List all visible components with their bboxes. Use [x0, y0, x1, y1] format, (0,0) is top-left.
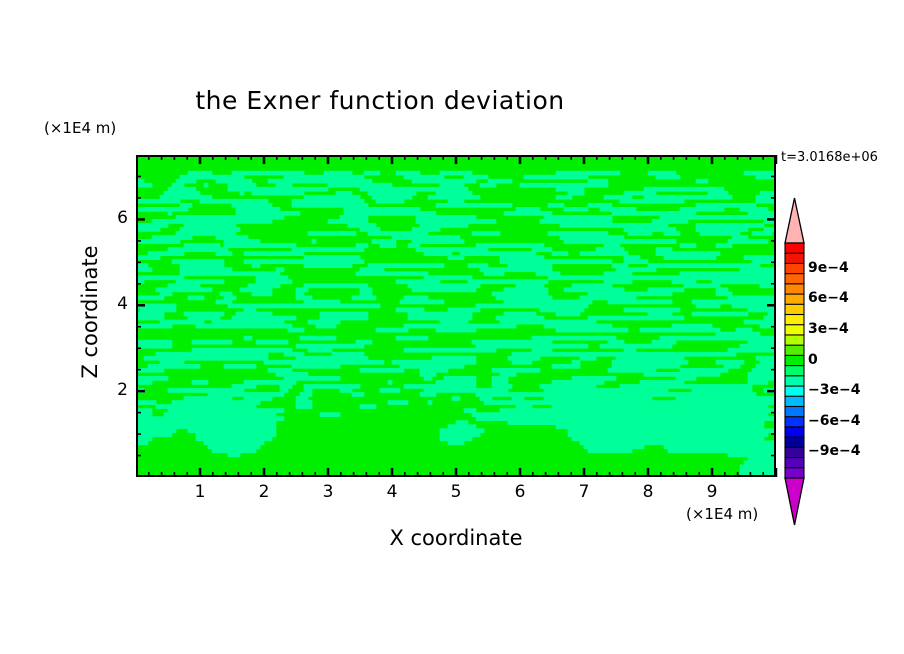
x-axis-unit-label: (×1E4 m) — [686, 505, 759, 523]
colorbar: 9e−4 6e−4 3e−4 0 −3e−4 −6e−4 −9e−4 — [780, 196, 904, 526]
colorbar-tick-label: 9e−4 — [808, 259, 849, 276]
x-axis-title: X coordinate — [389, 526, 523, 550]
x-tick-label: 7 — [578, 482, 590, 502]
y-axis-unit-label: (×1E4 m) — [44, 119, 117, 137]
x-tick-label: 8 — [642, 482, 654, 502]
colorbar-tick-label: 3e−4 — [808, 320, 849, 337]
y-tick-label: 2 — [117, 380, 128, 401]
y-tick-label: 4 — [117, 294, 128, 315]
x-tick-label: 5 — [450, 482, 462, 502]
x-tick-label: 9 — [706, 482, 718, 502]
colorbar-swatches — [784, 197, 805, 526]
colorbar-tick-label: 6e−4 — [808, 290, 849, 307]
x-tick-label: 3 — [322, 482, 334, 502]
x-tick-label: 2 — [258, 482, 270, 502]
contour-field — [135, 155, 777, 478]
x-tick-label: 4 — [386, 482, 398, 502]
y-axis-title: Z coordinate — [78, 245, 102, 379]
colorbar-tick-label: 0 — [808, 351, 818, 368]
contour-field-svg — [135, 155, 777, 478]
colorbar-tick-label: −3e−4 — [808, 382, 861, 399]
page-title: the Exner function deviation — [195, 86, 565, 115]
colorbar-tick-label: −9e−4 — [808, 443, 861, 460]
y-tick-label: 6 — [117, 208, 128, 229]
colorbar-tick-label: −6e−4 — [808, 412, 861, 429]
timestamp-label: t=3.0168e+06 — [781, 150, 878, 165]
x-tick-label: 6 — [514, 482, 526, 502]
x-tick-label: 1 — [194, 482, 206, 502]
axis-ticks — [136, 155, 778, 477]
